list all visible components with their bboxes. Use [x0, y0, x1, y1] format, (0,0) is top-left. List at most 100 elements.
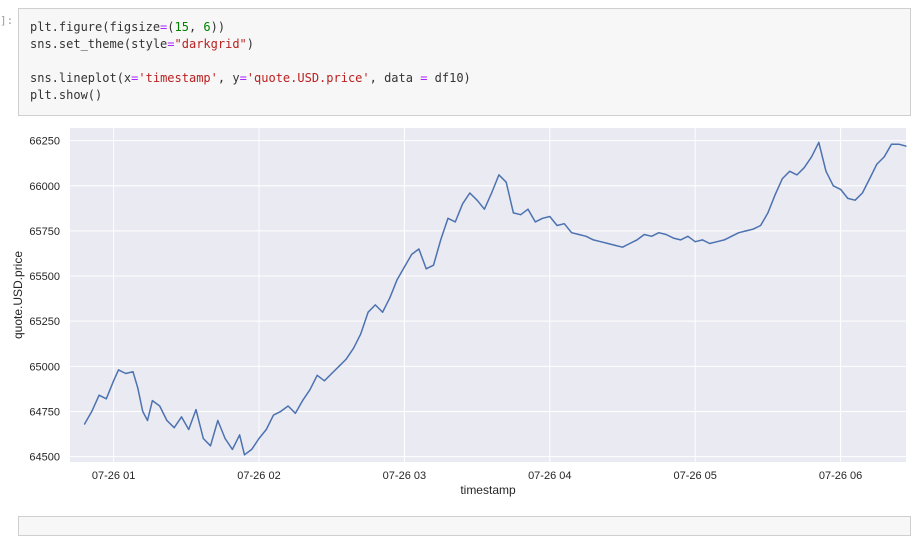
- data-point: [760, 224, 762, 227]
- data-point: [345, 358, 347, 360]
- data-point: [578, 233, 580, 236]
- code-line[interactable]: sns.set_theme(style="darkgrid"): [30, 36, 471, 53]
- data-point: [360, 333, 362, 335]
- data-point: [621, 246, 624, 248]
- x-tick-label: 07-26 03: [383, 470, 426, 482]
- code-cell[interactable]: plt.figure(figsize=(15, 6)) sns.set_theme…: [18, 8, 911, 116]
- data-point: [905, 145, 907, 147]
- y-tick-label: 64500: [29, 452, 60, 464]
- code-line[interactable]: sns.lineplot(x='timestamp', y='quote.USD…: [30, 70, 471, 87]
- y-tick-label: 65750: [29, 226, 60, 238]
- data-point: [527, 208, 529, 210]
- data-point: [694, 241, 696, 243]
- data-point: [309, 389, 311, 391]
- code-token: sns.lineplot(x: [30, 71, 132, 85]
- data-point: [701, 239, 704, 241]
- data-point: [658, 232, 660, 234]
- data-point: [898, 143, 900, 145]
- data-point: [861, 192, 864, 194]
- code-token: df10): [427, 71, 471, 85]
- data-point: [146, 419, 149, 422]
- code-token: ): [246, 37, 254, 51]
- x-tick-label: 07-26 02: [237, 470, 280, 482]
- data-point: [432, 264, 435, 266]
- data-point: [440, 239, 442, 241]
- code-token: 'quote.USD.price': [246, 71, 370, 85]
- code-token: =: [167, 37, 175, 51]
- code-token: "darkgrid": [174, 37, 247, 51]
- code-line[interactable]: plt.figure(figsize=(15, 6)): [30, 19, 471, 36]
- data-point: [825, 170, 827, 172]
- next-code-cell[interactable]: [18, 516, 911, 536]
- code-line[interactable]: [30, 53, 471, 70]
- data-point: [571, 232, 573, 234]
- data-point: [716, 241, 718, 243]
- data-point: [520, 214, 522, 216]
- data-point: [352, 347, 355, 349]
- data-point: [217, 419, 219, 422]
- data-point: [188, 428, 190, 431]
- data-point: [105, 398, 107, 400]
- data-point: [243, 454, 246, 456]
- code-token: =: [131, 71, 139, 85]
- y-tick-label: 65250: [29, 316, 60, 328]
- grid-lines: [70, 128, 906, 462]
- data-point: [585, 235, 587, 237]
- data-point: [113, 380, 115, 382]
- data-point: [738, 232, 740, 234]
- data-point: [159, 405, 161, 407]
- data-point: [403, 266, 405, 268]
- data-point: [137, 387, 139, 389]
- code-token: 15: [174, 20, 189, 34]
- x-tick-label: 07-26 04: [528, 470, 571, 482]
- y-tick-label: 65500: [29, 271, 60, 283]
- data-point: [83, 423, 86, 425]
- data-point: [323, 380, 325, 382]
- x-tick-label: 07-26 05: [673, 470, 716, 482]
- data-point: [803, 167, 805, 169]
- code-token: =: [239, 71, 247, 85]
- data-point: [534, 221, 536, 223]
- x-tick-label: 07-26 06: [819, 470, 862, 482]
- data-point: [231, 448, 233, 450]
- data-point: [680, 239, 682, 241]
- data-point: [781, 178, 784, 180]
- code-token: (: [167, 20, 175, 34]
- data-point: [374, 304, 376, 306]
- data-point: [338, 365, 340, 367]
- data-point: [294, 412, 296, 414]
- data-point: [832, 185, 834, 187]
- data-point: [810, 156, 813, 158]
- data-point: [541, 217, 544, 219]
- data-point: [774, 194, 776, 196]
- data-point: [251, 448, 253, 450]
- data-point: [287, 405, 289, 407]
- code-editor[interactable]: plt.figure(figsize=(15, 6)) sns.set_theme…: [30, 19, 471, 104]
- data-point: [600, 241, 602, 243]
- data-point: [239, 434, 241, 436]
- data-point: [476, 199, 478, 201]
- y-tick-label: 64750: [29, 406, 60, 418]
- data-point: [418, 248, 420, 250]
- data-point: [636, 239, 638, 241]
- data-point: [672, 237, 675, 239]
- data-point: [91, 410, 93, 412]
- data-point: [202, 437, 204, 440]
- data-point: [209, 445, 212, 447]
- data-point: [643, 233, 645, 236]
- data-point: [847, 197, 849, 199]
- y-tick-label: 66000: [29, 181, 60, 193]
- data-point: [687, 235, 689, 237]
- data-point: [876, 163, 878, 165]
- cell-output: 64500 64750 65000 65250 65500 65750 66000 66250…: [10, 124, 910, 500]
- data-point: [142, 410, 144, 412]
- data-point: [752, 228, 754, 230]
- data-point: [730, 235, 733, 237]
- code-token: sns.set_theme(style: [30, 37, 168, 51]
- code-line[interactable]: plt.show(): [30, 87, 471, 104]
- data-point: [890, 143, 893, 145]
- cell-prompt: ]:: [0, 14, 14, 27]
- data-point: [224, 437, 226, 440]
- code-token: , y: [217, 71, 240, 85]
- data-point: [382, 311, 384, 313]
